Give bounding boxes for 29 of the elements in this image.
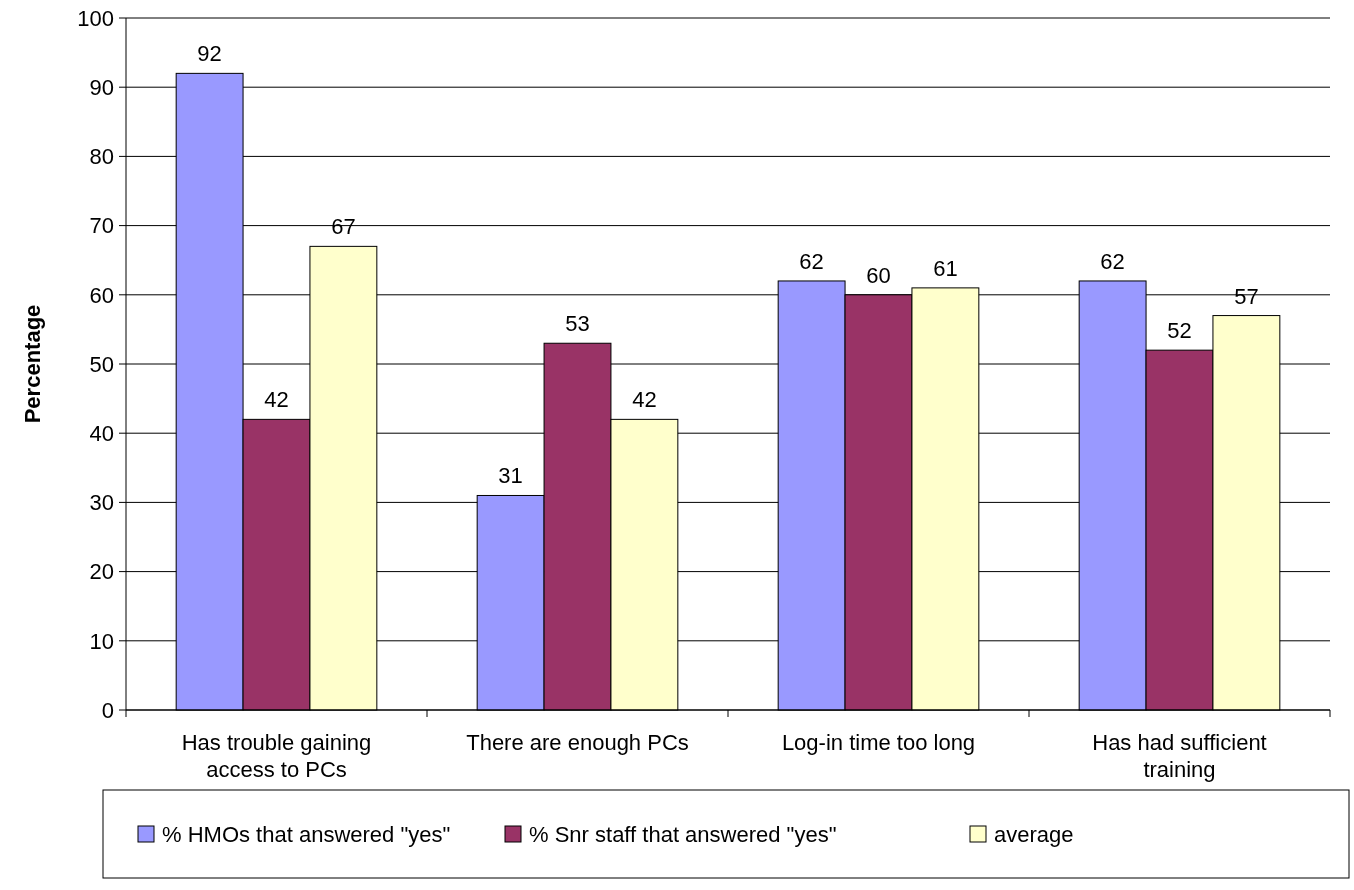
data-label: 42 [632, 387, 657, 413]
y-tick-label: 60 [89, 282, 114, 308]
data-label: 42 [264, 387, 289, 413]
y-tick-label: 70 [89, 213, 114, 239]
y-tick-label: 100 [77, 5, 114, 31]
y-tick-label: 90 [89, 74, 114, 100]
data-label: 52 [1167, 318, 1192, 344]
y-tick-label: 20 [89, 559, 114, 585]
y-tick-label: 30 [89, 490, 114, 516]
data-label: 61 [933, 255, 958, 281]
data-label: 31 [498, 463, 523, 489]
legend-label: % HMOs that answered "yes" [162, 821, 451, 847]
y-tick-label: 10 [89, 628, 114, 654]
data-label: 62 [1100, 248, 1125, 274]
x-tick-label: Has trouble gaining access to PCs [181, 730, 372, 782]
x-tick-label: Log-in time too long [781, 730, 976, 755]
y-tick-label: 40 [89, 420, 114, 446]
y-tick-label: 50 [89, 351, 114, 377]
data-label: 60 [866, 262, 891, 288]
data-label: 92 [197, 41, 222, 67]
legend-label: average [994, 821, 1074, 847]
data-label: 53 [565, 311, 590, 337]
y-axis-title: Percentage [20, 304, 45, 424]
x-tick-label: There are enough PCs [466, 730, 689, 755]
legend-label: % Snr staff that answered "yes" [529, 821, 837, 847]
y-tick-label: 80 [89, 144, 114, 170]
data-label: 62 [799, 248, 824, 274]
y-tick-label: 0 [101, 697, 114, 723]
x-tick-label: Has had sufficient training [1092, 730, 1267, 782]
